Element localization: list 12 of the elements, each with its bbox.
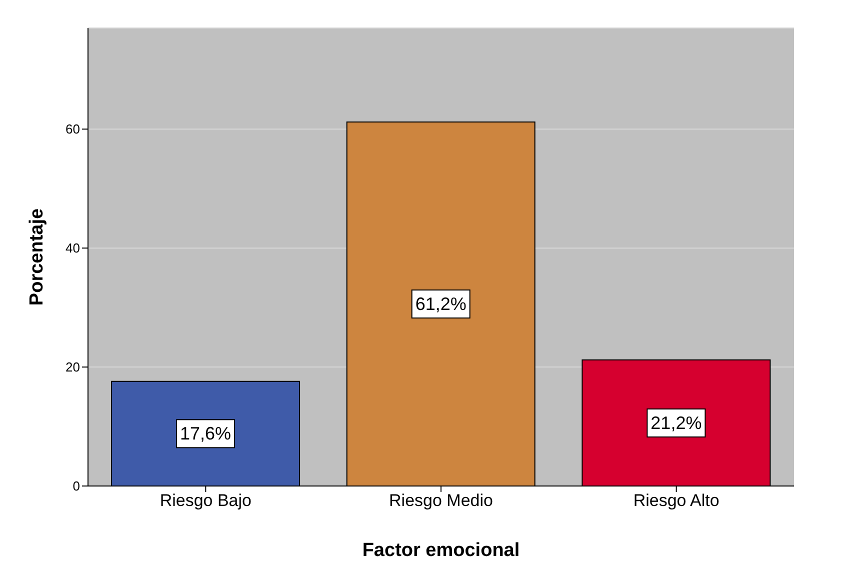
y-tick-label: 20	[66, 360, 80, 375]
data-label: 21,2%	[650, 412, 702, 433]
y-tick-label: 0	[72, 478, 80, 494]
data-label: 17,6%	[180, 424, 232, 444]
x-axis-title: Factor emocional	[362, 540, 520, 561]
x-tick-label: Riesgo Bajo	[160, 491, 252, 510]
x-tick-label: Riesgo Alto	[633, 491, 720, 510]
y-tick-label: 40	[66, 240, 80, 256]
y-tick-label: 60	[66, 122, 80, 137]
x-tick-label: Riesgo Medio	[389, 491, 493, 510]
y-axis-title: Porcentaje	[26, 208, 48, 306]
data-label: 61,2%	[415, 294, 466, 314]
